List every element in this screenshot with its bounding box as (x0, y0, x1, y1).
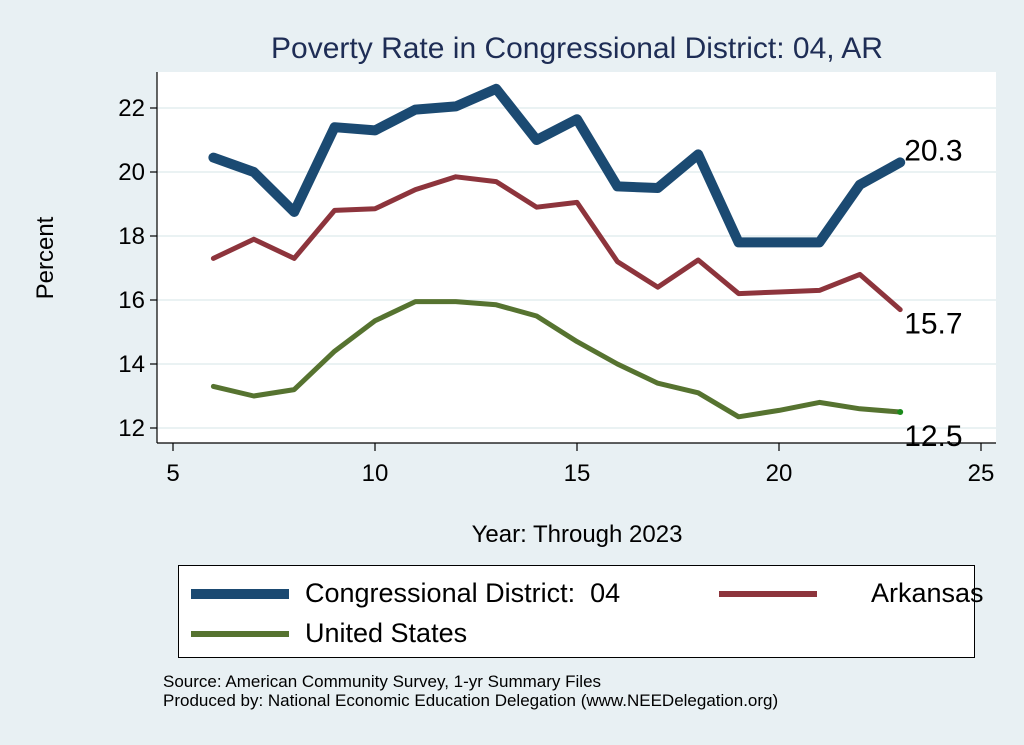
end-label-arkansas: 15.7 (904, 308, 962, 341)
legend-item-district: Congressional District: 04 (191, 578, 620, 609)
source-note: Source: American Community Survey, 1-yr … (163, 672, 602, 691)
legend-swatch-district (191, 588, 289, 599)
x-axis-title: Year: Through 2023 (472, 521, 683, 548)
y-tick-label-18: 18 (118, 223, 145, 250)
y-tick-label-16: 16 (118, 287, 145, 314)
series-end-point-united-states (897, 409, 904, 415)
legend-label-arkansas: Arkansas (871, 578, 984, 608)
series-line-united-states (210, 299, 903, 420)
end-label-district: 20.3 (904, 134, 962, 167)
series-lines (208, 83, 906, 420)
x-tick-label-5: 5 (166, 460, 179, 487)
y-tick-label-12: 12 (118, 415, 145, 442)
y-axis-ticks: 12 14 16 18 20 22 (118, 95, 157, 442)
legend-swatch-united-states (191, 630, 289, 637)
y-tick-label-14: 14 (118, 351, 145, 378)
series-line-arkansas (210, 174, 903, 313)
gridlines (157, 107, 996, 429)
y-tick-label-22: 22 (118, 95, 145, 122)
legend-swatch-arkansas (719, 590, 817, 597)
legend: Congressional District: 04 Arkansas Unit… (178, 565, 984, 658)
legend-label-district: Congressional District: 04 (305, 578, 621, 608)
x-tick-label-15: 15 (564, 460, 591, 487)
series-line-district (208, 83, 906, 248)
x-tick-label-20: 20 (766, 460, 793, 487)
x-tick-label-10: 10 (362, 460, 389, 487)
x-axis-ticks: 5 10 15 20 25 (166, 443, 994, 487)
y-tick-label-20: 20 (118, 159, 145, 186)
y-axis-title: Percent (32, 216, 59, 299)
legend-label-united-states: United States (305, 618, 468, 648)
end-label-united-states: 12.5 (904, 420, 962, 453)
chart-title: Poverty Rate in Congressional District: … (271, 32, 883, 65)
legend-item-united-states: United States (191, 618, 467, 649)
end-labels: 20.3 15.7 12.5 (904, 134, 962, 453)
legend-item-arkansas: Arkansas (719, 578, 984, 609)
producer-note: Produced by: National Economic Education… (163, 691, 779, 710)
x-tick-label-25: 25 (968, 460, 995, 487)
